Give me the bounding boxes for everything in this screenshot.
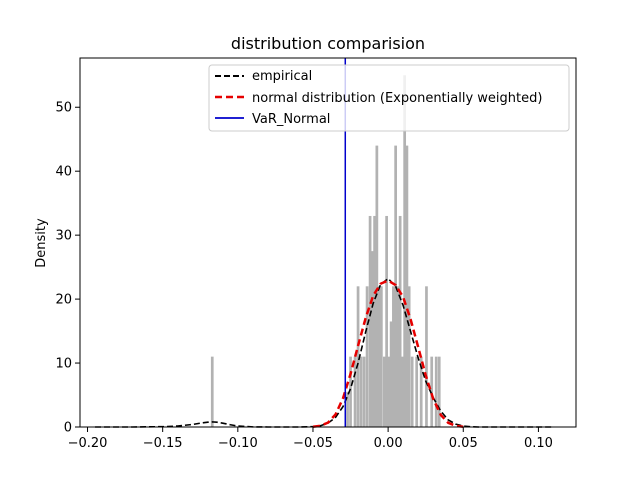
histogram-bar-18 bbox=[392, 286, 395, 427]
y-axis-label: Density bbox=[34, 218, 49, 268]
histogram-bars bbox=[210, 75, 441, 428]
histogram-bar-1 bbox=[346, 391, 349, 427]
y-tick-label-1: 10 bbox=[55, 357, 72, 372]
histogram-bar-30 bbox=[430, 356, 434, 427]
histogram-bar-28 bbox=[419, 356, 423, 427]
histogram-bar-16 bbox=[387, 356, 391, 427]
histogram-bar-2 bbox=[349, 356, 352, 427]
histogram-bar-9 bbox=[370, 251, 374, 427]
histogram-bar-3 bbox=[353, 356, 357, 427]
histogram-bar-7 bbox=[365, 286, 369, 427]
chart-title: distribution comparision bbox=[231, 34, 425, 53]
legend-label-empirical: empirical bbox=[252, 69, 312, 84]
histogram-bar-15 bbox=[385, 215, 388, 427]
y-tick-label-0: 0 bbox=[64, 421, 72, 436]
histogram-bar-25 bbox=[407, 286, 411, 427]
x-tick-label-1: −0.15 bbox=[143, 436, 183, 451]
y-tick-label-2: 20 bbox=[55, 293, 72, 308]
series-line-empirical bbox=[95, 277, 554, 428]
histogram-bar-26 bbox=[410, 356, 414, 427]
legend-box bbox=[208, 64, 570, 132]
histogram-bar-17 bbox=[389, 321, 393, 427]
y-axis-ticks: 0 10 20 30 40 50 bbox=[55, 101, 80, 436]
histogram-bar-4 bbox=[356, 286, 360, 427]
x-tick-label-3: −0.05 bbox=[293, 436, 333, 451]
x-tick-label-5: 0.05 bbox=[449, 436, 478, 451]
histogram-bar-12 bbox=[377, 286, 381, 427]
histogram-bar-31 bbox=[434, 356, 438, 427]
y-tick-label-5: 50 bbox=[55, 101, 72, 116]
histogram-bar-13 bbox=[380, 286, 383, 427]
histogram-bar-0 bbox=[210, 356, 214, 427]
histogram-bar-10 bbox=[373, 215, 376, 427]
y-tick-label-3: 30 bbox=[55, 229, 72, 244]
y-tick-label-4: 40 bbox=[55, 165, 72, 180]
histogram-bar-20 bbox=[396, 286, 400, 427]
histogram-bar-14 bbox=[383, 356, 386, 427]
histogram-bar-23 bbox=[403, 75, 407, 428]
histogram-bar-32 bbox=[437, 356, 441, 427]
x-axis-ticks: −0.20 −0.15 −0.10 −0.05 0.00 0.05 0.10 bbox=[68, 427, 553, 451]
legend-label-var: VaR_Normal bbox=[252, 112, 330, 127]
x-tick-label-2: −0.10 bbox=[218, 436, 258, 451]
legend: empirical normal distribution (Exponenti… bbox=[208, 64, 570, 132]
x-tick-label-4: 0.00 bbox=[374, 436, 403, 451]
histogram-bar-6 bbox=[362, 356, 366, 427]
histogram-bar-29 bbox=[425, 286, 428, 427]
histogram-bar-8 bbox=[368, 215, 372, 427]
histogram-bar-22 bbox=[401, 356, 404, 427]
legend-label-normal: normal distribution (Exponentially weigh… bbox=[252, 91, 542, 106]
x-tick-label-6: 0.10 bbox=[524, 436, 553, 451]
histogram-bar-27 bbox=[415, 356, 419, 427]
histogram-bar-21 bbox=[398, 215, 402, 427]
histogram-bar-5 bbox=[359, 356, 363, 427]
plot-area-frame bbox=[79, 57, 577, 428]
x-tick-label-0: −0.20 bbox=[68, 436, 108, 451]
series-line-normal bbox=[312, 279, 464, 428]
histogram-bar-24 bbox=[405, 145, 409, 428]
histogram-bar-11 bbox=[375, 145, 379, 428]
